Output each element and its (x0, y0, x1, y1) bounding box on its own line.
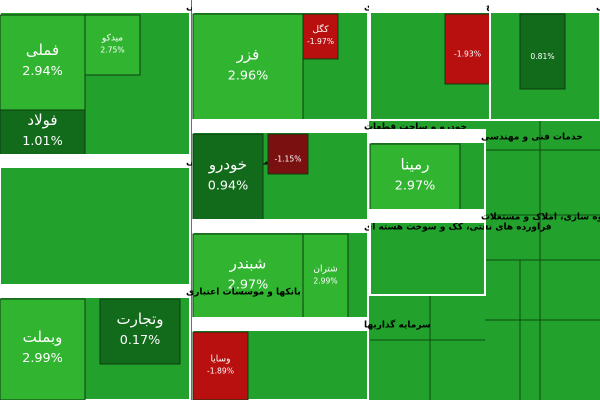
sector-header (193, 120, 368, 133)
sector-header (193, 0, 368, 13)
tile-value: 2.99% (313, 276, 337, 285)
tile (519, 13, 566, 90)
tile-value: -1.89% (207, 366, 234, 375)
tile-value: 2.75% (100, 45, 124, 54)
sector-title: خودرو و ساخت قطعات (364, 123, 467, 133)
tile-name: وتجارت (116, 310, 163, 328)
sector-header (370, 0, 490, 13)
sector-header (0, 0, 190, 13)
tile-value: -1.97% (307, 37, 334, 46)
tile-value: 0.94% (208, 179, 249, 194)
tile (302, 233, 349, 319)
tile (192, 133, 264, 221)
sector-header (0, 285, 190, 298)
sector-header (193, 318, 368, 331)
tile-value: 2.99% (22, 351, 63, 366)
tile-name: کگل (312, 23, 329, 35)
tile (302, 13, 339, 60)
tile-name: شبندر (229, 255, 267, 273)
tile (0, 298, 86, 400)
tile-value: 2.97% (395, 179, 436, 194)
sector-title: مواد و محصولات دارویی (596, 3, 600, 13)
tile-value: 0.17% (120, 333, 161, 348)
tile (84, 14, 141, 76)
tile-name: وسایا (211, 354, 231, 364)
tile-value: 2.94% (22, 64, 63, 79)
tile-name: شتران (313, 264, 337, 274)
tile-value: 2.97% (228, 278, 269, 293)
sector-header (193, 220, 368, 233)
tile-name: فملی (26, 41, 59, 59)
tile (0, 109, 86, 156)
tile (192, 331, 249, 400)
sector-header (370, 210, 485, 223)
tile (192, 13, 304, 121)
tile (99, 298, 181, 365)
tile-name: فولاد (27, 111, 57, 129)
sector-header (370, 130, 485, 143)
tile-name: میدکو (101, 33, 123, 43)
sector-title: سرمایه گذاریها (364, 319, 431, 331)
sector-title: خدمات فنی و مهندسی (481, 133, 583, 143)
sector (489, 0, 600, 121)
sector-title: بانکها و موسسات اعتباری (186, 288, 301, 298)
tile-value: 1.01% (22, 134, 63, 149)
tile (192, 233, 304, 319)
sector-title: فراورده های نفتی، کک و سوخت هسته ای (364, 223, 552, 233)
tile-name: رمینا (401, 156, 430, 174)
tile-value: 0.81% (530, 52, 554, 61)
tile-name: وبملت (23, 328, 63, 346)
sector-header (490, 0, 600, 13)
minor-tiles (370, 120, 600, 400)
tile-value: 2.96% (228, 69, 269, 84)
tile-value: -1.93% (454, 49, 481, 58)
sector-header (0, 155, 190, 168)
tile (0, 14, 86, 111)
tile (369, 143, 461, 211)
tile-name: فزر (236, 46, 260, 64)
tile (444, 13, 491, 85)
tile (267, 133, 309, 175)
sector-title: انبوه سازی، املاک و مستغلات (481, 213, 600, 223)
tile-name: خودرو (208, 156, 247, 174)
tile-value: -1.15% (274, 154, 301, 163)
